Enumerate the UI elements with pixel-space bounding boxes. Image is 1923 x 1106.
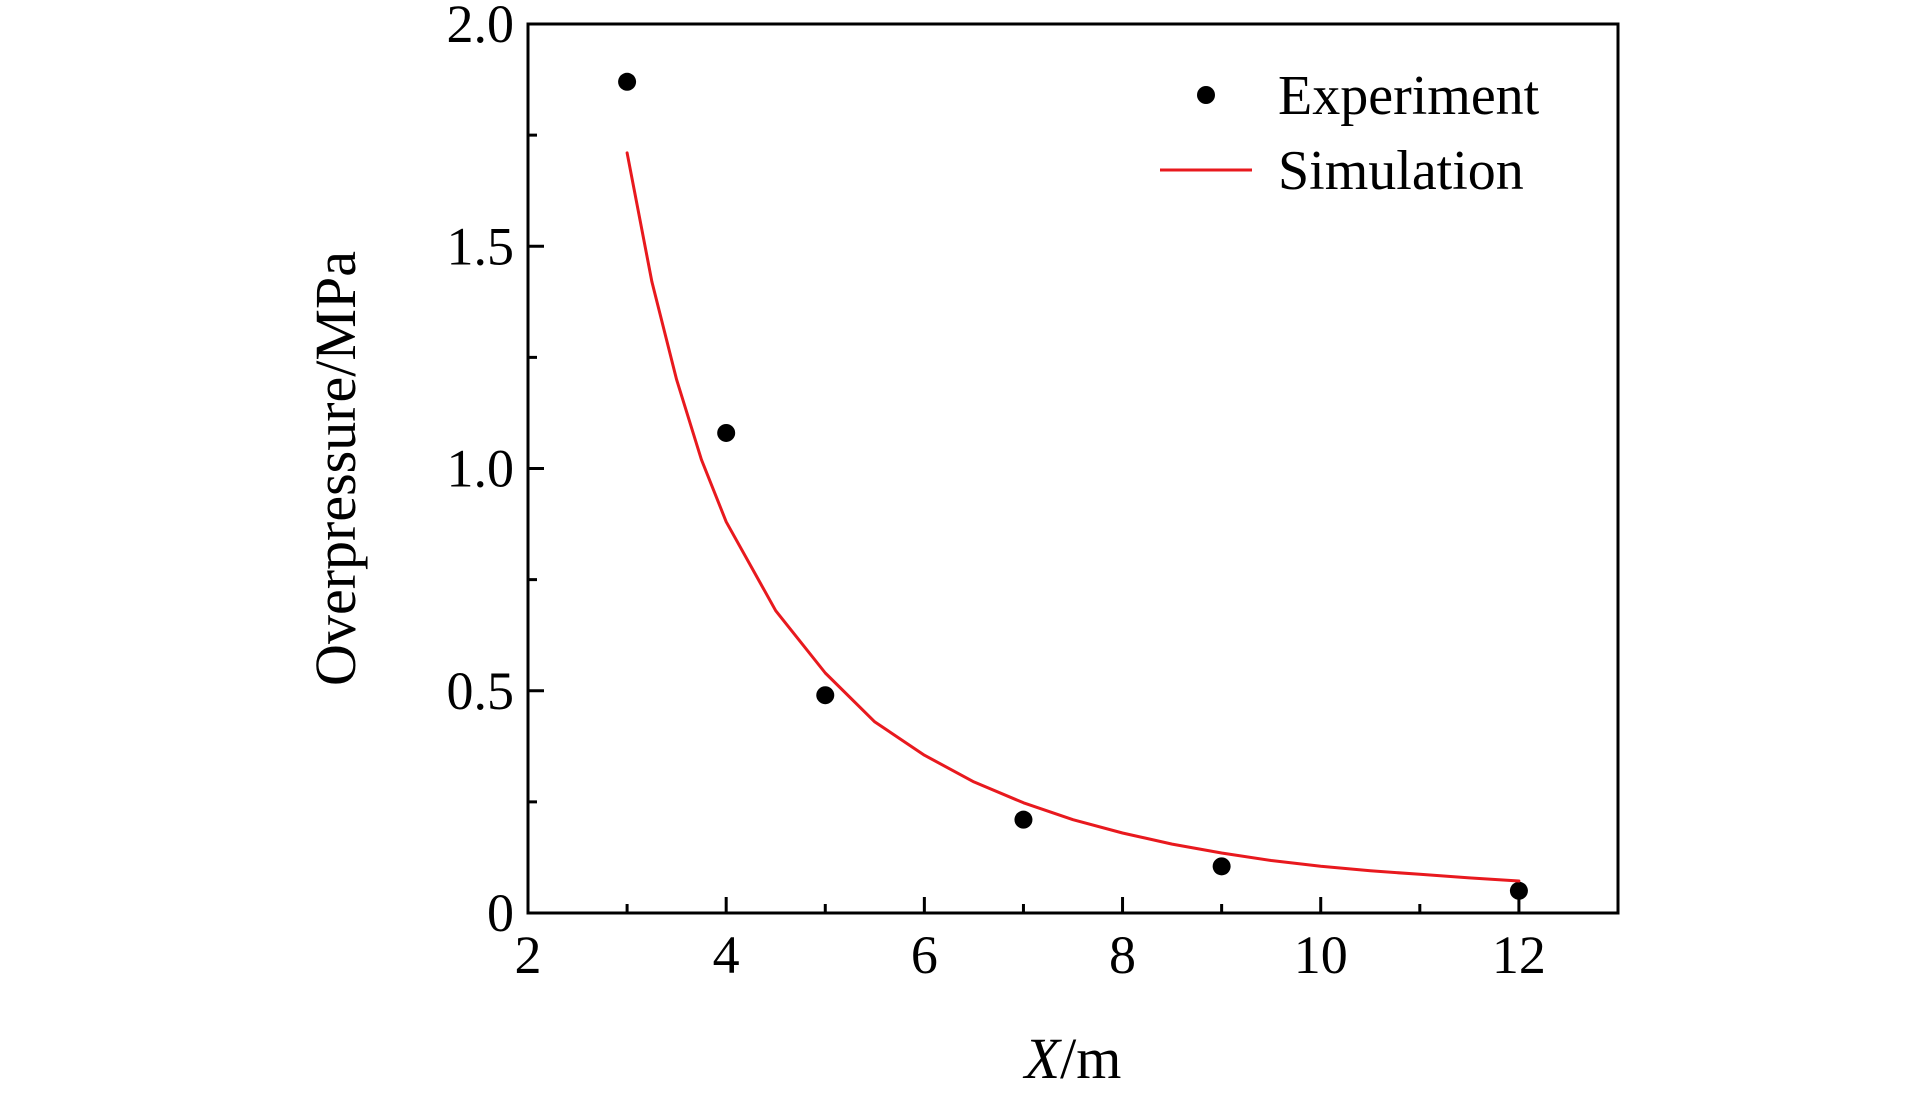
experiment-point <box>717 423 736 442</box>
x-tick-label: 12 <box>1492 925 1546 985</box>
y-tick-label: 2.0 <box>447 0 515 54</box>
y-tick-label: 1.0 <box>447 439 515 499</box>
simulation-line <box>625 151 1521 883</box>
legend-experiment-swatch <box>1197 86 1215 104</box>
y-tick-label: 0.5 <box>447 661 515 721</box>
x-axis-title-unit: /m <box>1060 1026 1121 1091</box>
axes-layer: 2 4 6 8 10 12 0 0.5 1.0 1.5 2.0 <box>447 0 1620 985</box>
x-axis-title: X/m <box>1023 1026 1122 1091</box>
x-tick-label: 8 <box>1109 925 1136 985</box>
experiment-point <box>1212 857 1231 876</box>
legend: Experiment Simulation <box>1160 65 1540 202</box>
legend-label-experiment: Experiment <box>1278 65 1540 127</box>
series-layer <box>618 72 1528 900</box>
experiment-point <box>1014 810 1033 829</box>
y-tick-label: 0 <box>487 883 514 943</box>
legend-label-simulation: Simulation <box>1278 140 1524 202</box>
experiment-point <box>1509 881 1528 900</box>
x-tick-label: 10 <box>1294 925 1348 985</box>
x-tick-label: 6 <box>911 925 938 985</box>
y-tick-label: 1.5 <box>447 216 515 276</box>
x-tick-label: 4 <box>713 925 740 985</box>
x-axis-title-variable: X <box>1023 1026 1063 1091</box>
x-tick-label: 2 <box>515 925 542 985</box>
experiment-point <box>618 72 637 91</box>
plot-frame <box>526 22 1620 915</box>
experiment-point <box>816 686 835 705</box>
y-axis-title: Overpressure/MPa <box>303 251 368 686</box>
